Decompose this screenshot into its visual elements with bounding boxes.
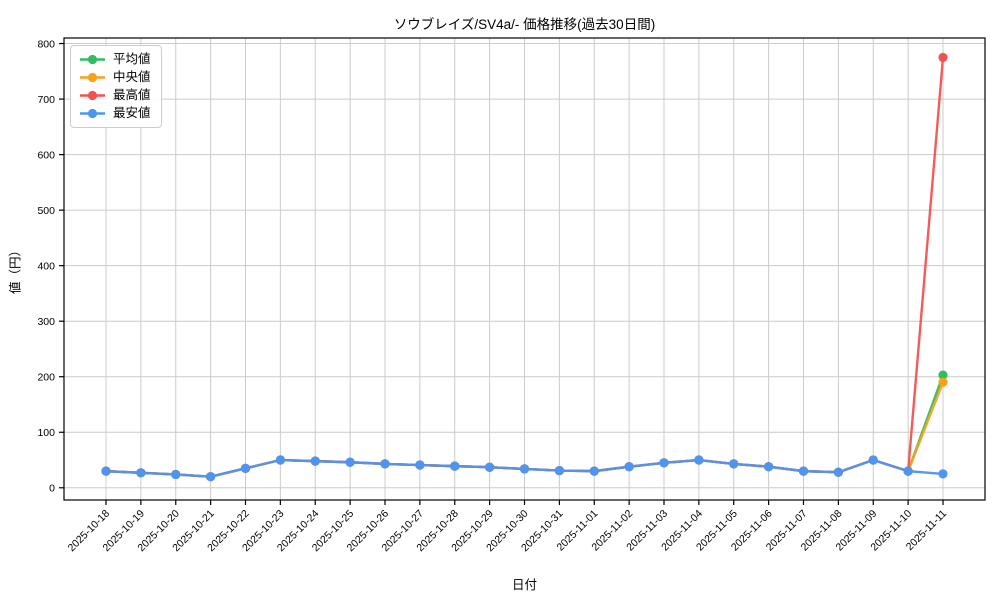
min-line-marker-icon [80,108,105,119]
y-tick-label: 300 [37,316,55,328]
chart-title: ソウブレイズ/SV4a/- 価格推移(過去30日間) [393,17,656,32]
y-tick-label: 200 [37,372,55,384]
legend-label-average: 平均値 [113,52,151,66]
data-point [589,466,599,476]
y-tick-label: 600 [37,149,55,161]
data-point [275,455,285,465]
y-axis-title: 値（円） [8,243,23,295]
data-point [240,463,251,473]
data-point [938,370,948,380]
y-tick-label: 0 [49,483,55,495]
data-point [415,460,425,470]
y-tick-label: 700 [37,94,55,106]
data-point [554,465,564,476]
legend-item-min: 最安値 [79,106,151,121]
legend-item-max: 最高値 [79,88,151,103]
data-point [206,472,216,482]
legend-label-median: 中央値 [113,70,151,84]
data-point [868,455,878,465]
legend: 平均値 中央値 最高値 最安値 [70,45,162,128]
data-point [764,462,774,472]
y-tick-label: 800 [37,38,55,50]
y-tick-label: 100 [37,427,55,439]
data-point [938,377,948,387]
data-point [659,458,669,468]
max-line-marker-icon [80,90,105,101]
data-point [833,467,843,477]
data-point [450,461,460,471]
legend-label-min: 最安値 [113,106,151,120]
data-point [938,52,948,63]
median-line-marker-icon [80,72,105,83]
legend-item-average: 平均値 [79,52,151,67]
data-point [903,466,913,476]
data-point [171,469,181,480]
data-point [101,466,111,476]
y-tick-label: 500 [37,205,55,217]
legend-label-max: 最高値 [113,88,151,102]
data-point [485,462,495,472]
y-tick-label: 400 [37,260,55,272]
data-point [380,459,390,469]
data-point [310,456,320,466]
data-point [729,459,739,469]
legend-item-median: 中央値 [79,70,151,85]
x-axis-title: 日付 [511,578,537,592]
data-point [938,469,948,479]
data-point [694,455,704,465]
data-point [798,466,809,476]
average-line-marker-icon [80,54,105,65]
data-point [136,468,146,478]
data-point [624,462,634,472]
data-point [519,464,530,474]
data-point [345,457,355,467]
